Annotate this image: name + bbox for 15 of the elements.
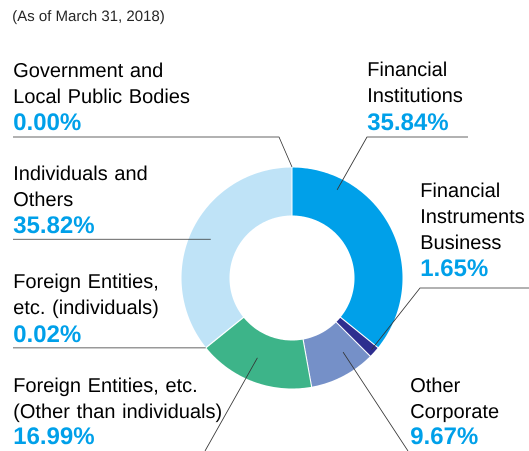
data-label: 35.84% <box>368 113 448 130</box>
text: 0.00% <box>14 113 81 130</box>
chart-subtitle: (As of March 31, 2018) <box>13 10 164 24</box>
data-label: 1.65% <box>422 259 488 276</box>
data-label: 0.02% <box>14 325 81 342</box>
slice-label: Individuals and Others <box>14 166 146 206</box>
data-label: 35.82% <box>14 216 94 234</box>
slice-label: Foreign Entities, etc. (individuals) <box>14 274 158 318</box>
category-label: Government and Local Public Bodies <box>14 62 190 104</box>
slice-label: Foreign Entities, etc. (Other than individuals) <box>14 378 221 422</box>
slice-label: Other Corporate <box>411 378 498 422</box>
slice-label: Financial Instruments Business <box>422 182 524 250</box>
data-label: 9.67% <box>411 427 478 444</box>
slice-label: Financial Institutions <box>368 62 462 102</box>
data-label: 16.99% <box>14 427 94 444</box>
